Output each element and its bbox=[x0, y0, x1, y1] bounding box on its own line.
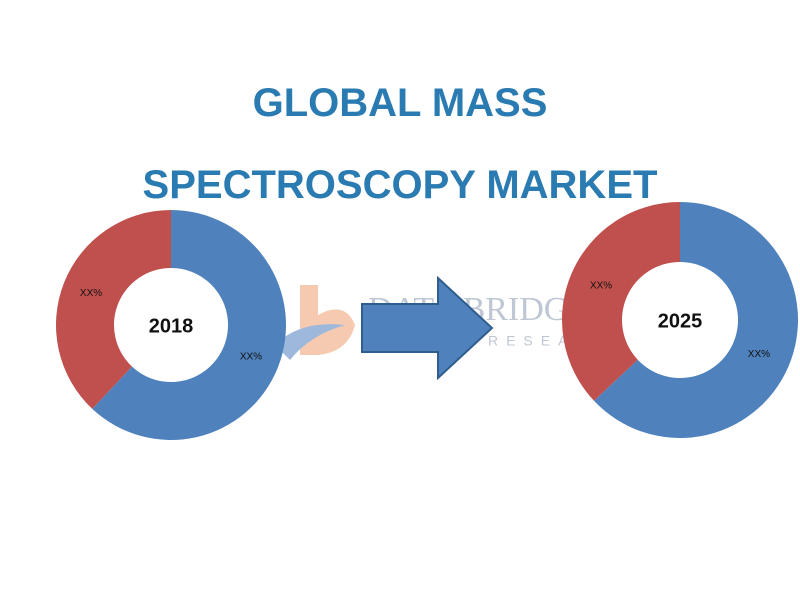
watermark-logo-swoosh bbox=[275, 324, 345, 360]
title: GLOBAL MASS SPECTROSCOPY MARKET bbox=[142, 81, 658, 207]
data-label: XX% bbox=[748, 349, 770, 360]
data-label: XX% bbox=[80, 288, 102, 299]
center-label: 2025 bbox=[658, 310, 703, 332]
donut-segment bbox=[56, 210, 171, 409]
center-label: 2018 bbox=[149, 315, 194, 337]
data-label: XX% bbox=[590, 280, 612, 291]
donut-segment bbox=[562, 202, 680, 401]
donut-segment bbox=[92, 210, 286, 440]
donut-segment bbox=[593, 202, 798, 439]
data-label: XX% bbox=[240, 351, 262, 362]
arrow bbox=[361, 275, 494, 381]
watermark-logo bbox=[300, 285, 355, 355]
